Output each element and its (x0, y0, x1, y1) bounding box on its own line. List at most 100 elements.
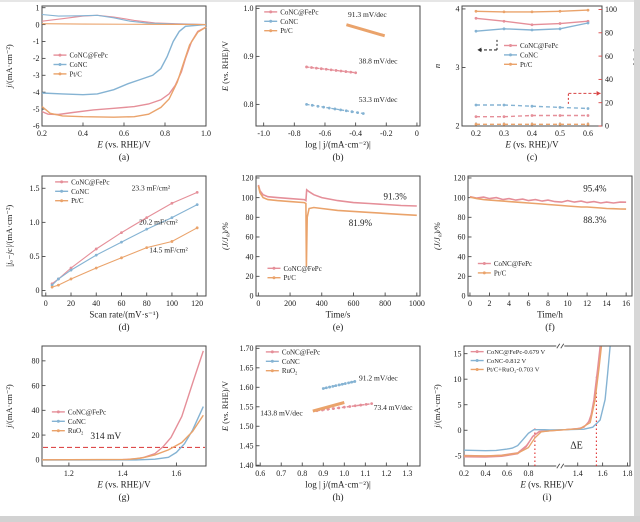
data-marker (120, 240, 123, 244)
y-tick-label: 1 (36, 3, 40, 12)
data-marker (331, 407, 335, 410)
legend-label: Pt/C (280, 27, 293, 35)
x-tick-label: 0 (468, 299, 472, 308)
legend-marker (270, 350, 274, 354)
x-tick-label: 0.4 (527, 129, 537, 138)
legend-marker (270, 359, 274, 363)
data-marker (530, 23, 534, 27)
y-tick-label: 120 (454, 174, 466, 183)
data-marker (120, 231, 123, 234)
series-CoNC-tafel (306, 103, 364, 115)
x-tick-label: 10 (564, 299, 572, 308)
y-tick-label: -4 (33, 88, 40, 97)
legend-marker (269, 19, 273, 23)
data-marker (69, 268, 73, 272)
y-axis-label: j/(mA·cm⁻²) (4, 44, 14, 89)
y-tick-label: 2 (456, 122, 460, 131)
y-tick-label: -6 (33, 122, 40, 131)
y-tick-label: 0.8 (244, 100, 254, 109)
annotation: 38.8 mV/dec (359, 57, 398, 66)
y-tick-label: 15 (454, 349, 462, 358)
y2-tick-label: 60 (605, 52, 613, 61)
x-tick-label: 0.7 (276, 469, 286, 478)
legend-label: Pt/C (283, 274, 296, 282)
y-axis-label: E (vs. RHE)/V (220, 40, 230, 92)
data-marker (356, 111, 360, 115)
panel-a-orr-polarization: 0.2 0.4 0.6 0.8 1.0 -6 -5 -4 -3 -2 -1 0 1 E (vs. RHE)… (0, 0, 216, 170)
panel-sublabel: (g) (118, 492, 129, 503)
annotation: 14.5 mF/cm² (149, 245, 188, 254)
legend-label: CoNC-0.812 V (487, 358, 527, 365)
legend-label: CoNC@FePc (280, 8, 318, 16)
chart-i: 0.2 0.4 0.6 0.8 1.4 1.6 1.8 -5 0 5 10 15 E (vs. RHE)… (432, 343, 633, 503)
panel-h-oer-tafel: 0.6 0.7 0.8 0.9 1.0 1.1 1.2 1.3 1.40 1.45 1.50 1.55… (216, 338, 428, 522)
series-RuO2-oer-tafel (312, 401, 345, 413)
panel-d-cdl-scan-rate: 0 20 40 60 80 100 120 0 0.5 1.0 1.5 Scan rate/(mV·s… (0, 170, 216, 338)
annotation: 91.2 mV/dec (359, 373, 398, 382)
x-tick-label: 4 (507, 299, 511, 308)
legend-marker (482, 262, 486, 265)
data-marker (364, 402, 368, 406)
data-marker (195, 190, 199, 194)
x-tick-label: 14 (603, 299, 611, 308)
y-tick-label: 1.50 (240, 422, 254, 431)
data-marker (502, 19, 506, 23)
data-marker (50, 283, 54, 287)
series-CoNC@FePc-methanol (257, 184, 417, 207)
legend-marker (269, 10, 273, 14)
data-marker (586, 114, 590, 117)
legend-label: Pt/C (69, 70, 82, 78)
panel-i-bifunctional-delta-e: 0.2 0.4 0.6 0.8 1.4 1.6 1.8 -5 0 5 10 15 E (vs. RHE)… (428, 338, 640, 522)
chart-g: 1.2 1.4 1.6 0 20 40 60 80 E (vs. RHE)/V j/(mA·cm⁻… (4, 345, 207, 503)
x-tick-label: 0 (256, 299, 260, 308)
x-tick-label: -0.4 (349, 129, 362, 138)
panel-sublabel: (h) (332, 492, 343, 503)
x-tick-label: 120 (191, 299, 203, 308)
x-tick-label: -0.2 (380, 129, 393, 138)
legend-label: CoNC (520, 51, 538, 59)
series-PtC-stability (469, 196, 627, 210)
x-tick-label: 6 (527, 299, 531, 308)
data-marker (305, 65, 308, 69)
x-tick-label: 40 (92, 299, 100, 308)
data-marker (474, 16, 478, 20)
series-PtC-RuO2-bifunctional (463, 346, 603, 457)
data-marker (50, 285, 54, 289)
y-tick-label: -2 (33, 54, 40, 63)
data-marker (334, 69, 338, 72)
panel-c-electron-transfer-h2o2-yield: 0.20.30.40.50.6234020406080100H₂O₂ yield… (428, 0, 640, 170)
x-tick-label: 800 (379, 299, 391, 308)
panel-sublabel: (i) (543, 492, 552, 503)
x-tick-label: 200 (284, 299, 296, 308)
legend-marker (269, 29, 273, 33)
data-marker (145, 227, 149, 231)
y2-tick-label: 80 (605, 28, 613, 37)
y-tick-label: 0 (458, 426, 462, 435)
data-marker (348, 405, 352, 408)
data-marker (586, 122, 590, 126)
legend-marker (475, 359, 479, 363)
data-marker (558, 105, 562, 109)
data-marker (314, 66, 318, 70)
data-marker (120, 256, 123, 260)
axis-break-slash (560, 343, 565, 349)
y-axis-label: (J/J₀)/% (220, 222, 230, 250)
annotation: ΔE (570, 441, 583, 452)
data-marker (145, 216, 149, 219)
legend-marker (60, 189, 64, 193)
legend-marker (56, 429, 60, 433)
data-marker (94, 253, 98, 257)
y-tick-label: 1.0 (30, 218, 40, 227)
annotation: 91.3% (384, 192, 408, 202)
series-PtC-anodic (41, 23, 207, 26)
panel-g-oer-polarization: 1.2 1.4 1.6 0 20 40 60 80 E (vs. RHE)/V j/(mA·cm⁻… (0, 338, 216, 522)
legend-marker (58, 72, 62, 76)
x-tick-label: 16 (622, 299, 630, 308)
data-marker (349, 70, 353, 74)
x-tick-label: 0.6 (255, 469, 265, 478)
series-PtC-cdl (51, 227, 198, 288)
legend-label: Pt/C (71, 197, 84, 205)
data-marker (170, 216, 174, 219)
legend-label: CoNC (69, 61, 87, 69)
